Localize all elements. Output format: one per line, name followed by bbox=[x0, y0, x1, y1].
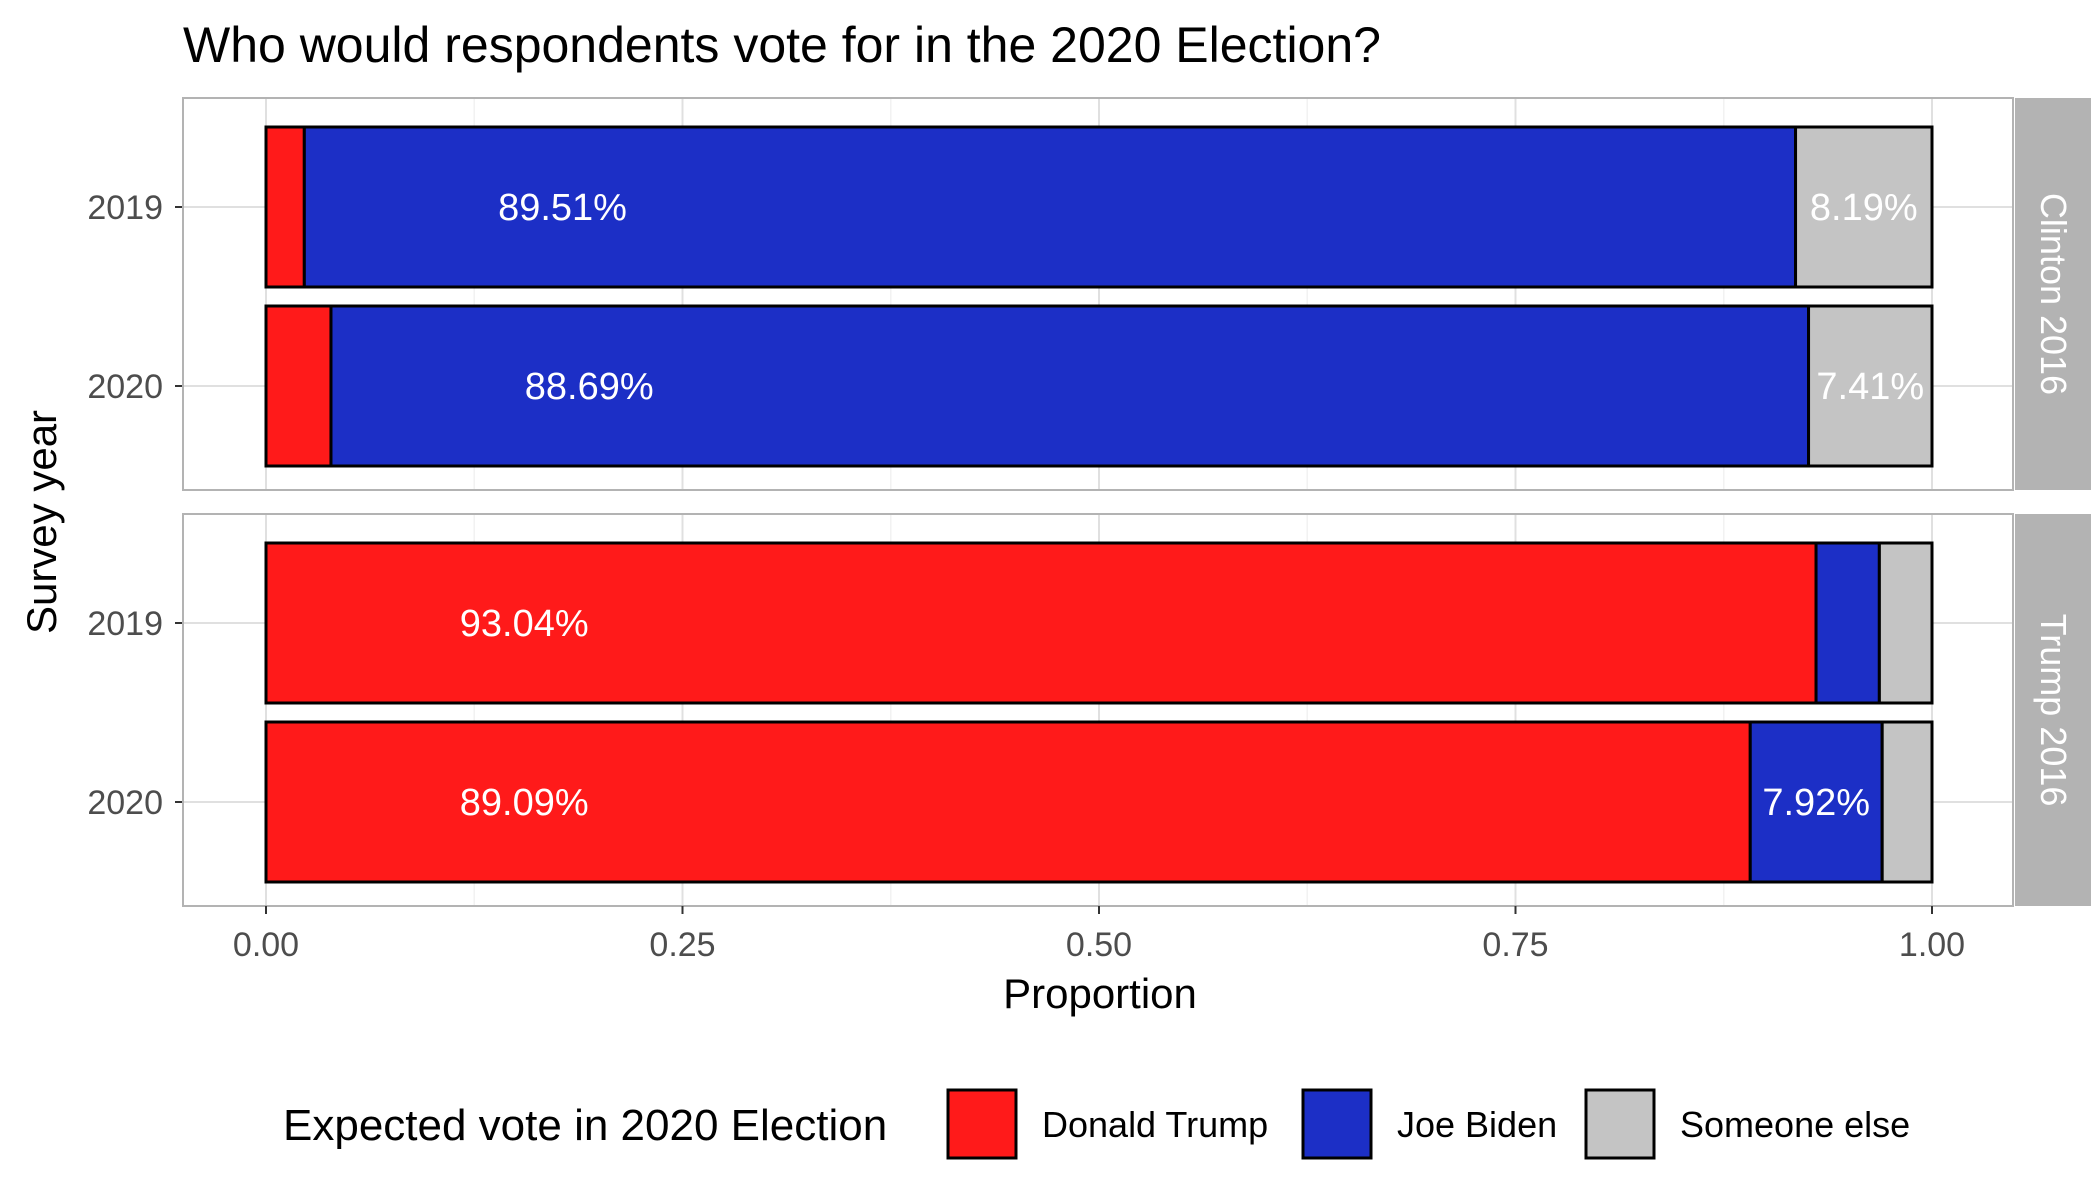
facet-strip-label: Trump 2016 bbox=[2033, 614, 2074, 807]
y-tick-label: 2019 bbox=[87, 605, 163, 643]
bar-segment bbox=[264, 541, 1818, 705]
bar-segment bbox=[1748, 720, 1884, 884]
legend-entry: Joe Biden bbox=[1301, 1088, 1557, 1160]
legend: Expected vote in 2020 Election Donald Tr… bbox=[283, 1088, 1910, 1160]
y-axis-title: Survey year bbox=[18, 410, 65, 634]
legend-entry: Someone else bbox=[1584, 1088, 1910, 1160]
x-tick-label: 0.75 bbox=[1482, 926, 1548, 964]
x-axis: 0.00 0.25 0.50 0.75 1.00 bbox=[233, 906, 1965, 964]
bar-label: 7.41% bbox=[1816, 366, 1924, 408]
legend-swatch bbox=[1301, 1088, 1373, 1160]
bar-segment bbox=[302, 125, 1798, 289]
bar-segment bbox=[1814, 541, 1881, 705]
x-axis-title: Proportion bbox=[1003, 970, 1197, 1017]
bar-row: 93.04% bbox=[264, 541, 1934, 705]
legend-title: Expected vote in 2020 Election bbox=[283, 1101, 887, 1150]
bar-segment bbox=[1807, 304, 1934, 468]
bar-label: 93.04% bbox=[460, 603, 589, 645]
legend-label: Joe Biden bbox=[1397, 1104, 1557, 1145]
legend-label: Someone else bbox=[1680, 1104, 1910, 1145]
x-tick-label: 0.00 bbox=[233, 926, 299, 964]
y-tick-label: 2019 bbox=[87, 189, 163, 227]
facet-strip bbox=[2015, 98, 2091, 490]
bar-segment bbox=[264, 125, 306, 289]
legend-swatch bbox=[1584, 1088, 1656, 1160]
legend-swatch bbox=[946, 1088, 1018, 1160]
bar-row: 89.51% 8.19% bbox=[264, 125, 1934, 289]
chart-title: Who would respondents vote for in the 20… bbox=[183, 17, 1381, 73]
legend-entry: Donald Trump bbox=[946, 1088, 1268, 1160]
legend-label: Donald Trump bbox=[1042, 1104, 1268, 1145]
facet-panel: 93.04% 2019 89.09% 7.92% 2020 Trump 2016 bbox=[87, 513, 2091, 907]
bar-segment bbox=[264, 304, 333, 468]
x-tick-label: 0.50 bbox=[1066, 926, 1132, 964]
bar-label: 7.92% bbox=[1762, 782, 1870, 824]
bar-label: 89.09% bbox=[460, 782, 589, 824]
y-tick-label: 2020 bbox=[87, 784, 163, 822]
bar-segment bbox=[1877, 541, 1934, 705]
facet-panel: 89.51% 8.19% 2019 88.69% 7.41% 2020 Clinton 20… bbox=[87, 97, 2091, 491]
facet-strip bbox=[2015, 514, 2091, 906]
x-tick-label: 1.00 bbox=[1899, 926, 1965, 964]
bar-label: 8.19% bbox=[1810, 187, 1918, 229]
bar-row: 89.09% 7.92% bbox=[264, 720, 1934, 884]
bar-segment bbox=[1794, 125, 1934, 289]
y-tick-label: 2020 bbox=[87, 368, 163, 406]
bar-segment bbox=[264, 720, 1752, 884]
x-tick-label: 0.25 bbox=[649, 926, 715, 964]
panel-border bbox=[182, 97, 2014, 491]
facet-panels: 89.51% 8.19% 2019 88.69% 7.41% 2020 Clinton 20… bbox=[87, 97, 2091, 907]
bar-label: 89.51% bbox=[498, 187, 627, 229]
bar-label: 88.69% bbox=[525, 366, 654, 408]
facet-strip-label: Clinton 2016 bbox=[2033, 193, 2074, 395]
bar-segment bbox=[1880, 720, 1934, 884]
bar-segment bbox=[329, 304, 1811, 468]
bar-row: 88.69% 7.41% bbox=[264, 304, 1934, 468]
